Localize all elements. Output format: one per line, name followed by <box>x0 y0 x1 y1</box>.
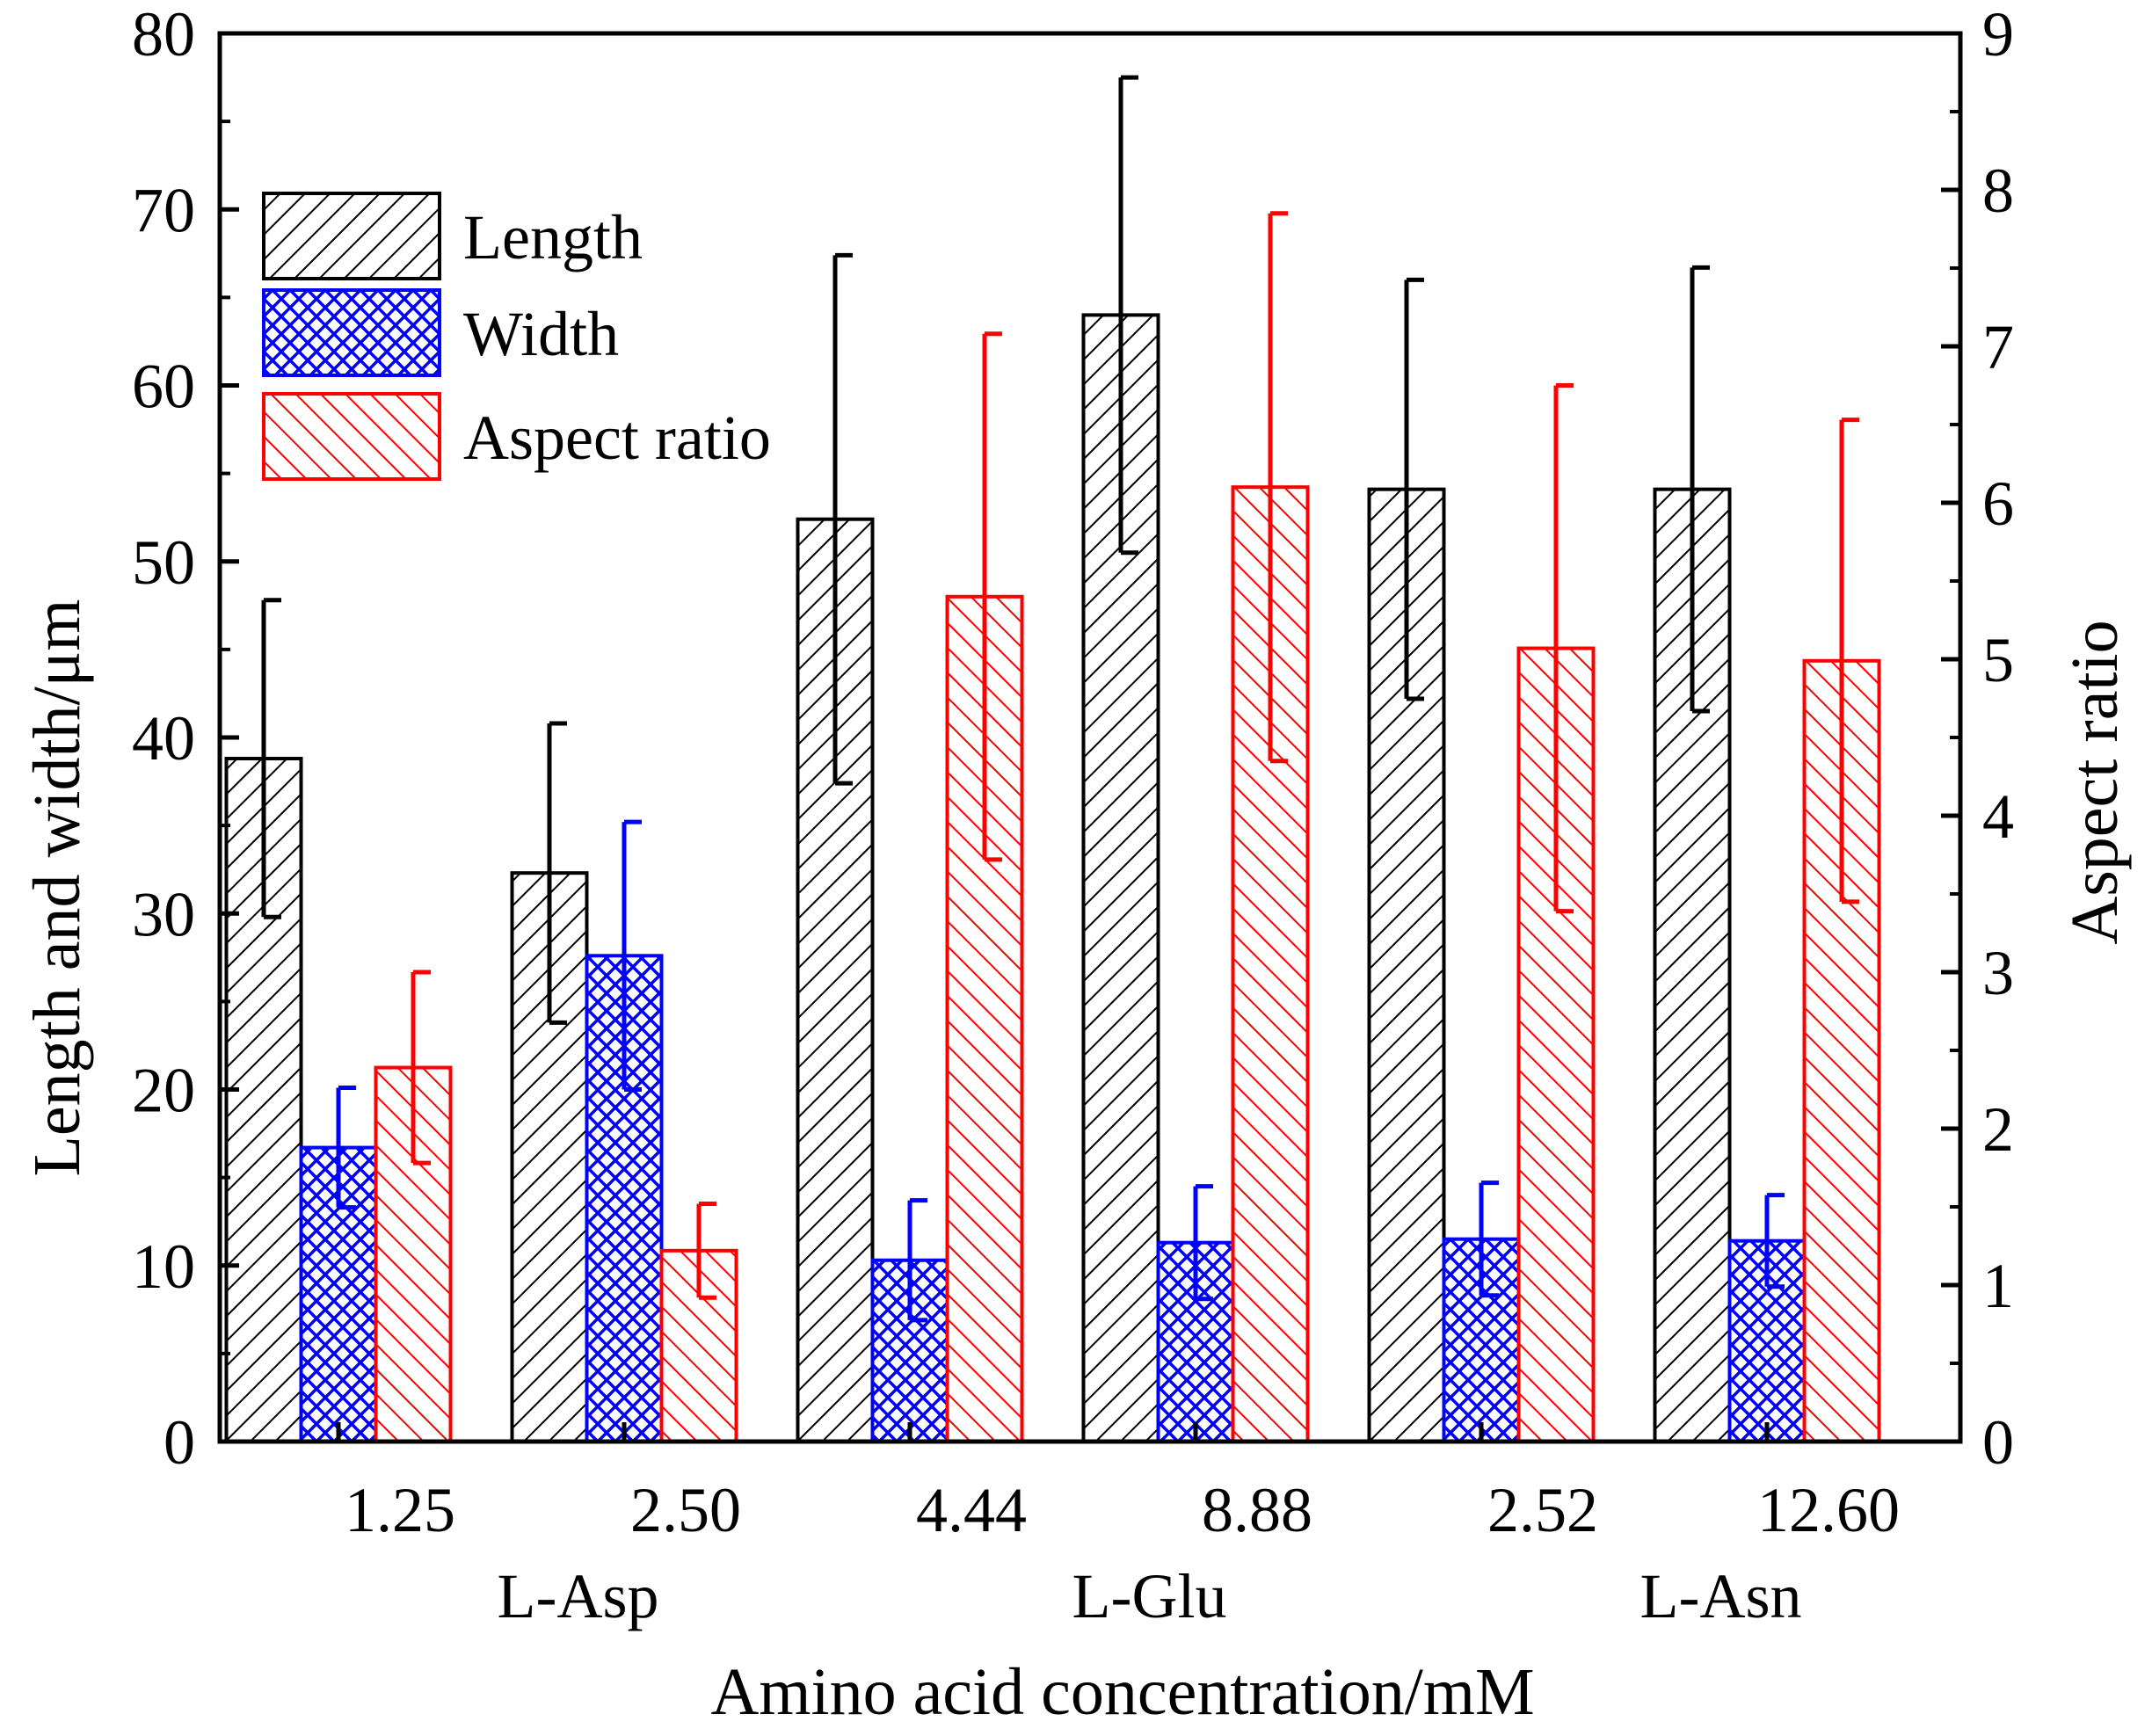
y-tick-label: 0 <box>164 1407 195 1478</box>
x-tick-label: 4.44 <box>916 1475 1027 1545</box>
y2-tick-label: 7 <box>1982 312 2014 382</box>
y-tick-label: 40 <box>132 703 195 774</box>
y-tick-label: 20 <box>132 1056 195 1126</box>
group-label: L-Asp <box>498 1561 659 1631</box>
x-tick-label: 12.60 <box>1757 1475 1900 1545</box>
x-tick-label: 2.50 <box>630 1475 741 1545</box>
y2-tick-label: 0 <box>1982 1407 2014 1478</box>
legend-label-aspect-ratio: Aspect ratio <box>463 403 771 473</box>
y2-tick-label: 9 <box>1982 0 2014 69</box>
legend-swatch-length <box>262 192 441 280</box>
y-tick-label: 60 <box>132 352 195 422</box>
y2-tick-label: 8 <box>1982 156 2014 226</box>
group-label: L-Glu <box>1072 1561 1227 1631</box>
y2-tick-label: 1 <box>1982 1251 2014 1321</box>
x-tick-label: 2.52 <box>1487 1475 1598 1545</box>
axes: 0 10 20 30 40 50 60 70 80 0 1 2 3 4 5 6 7 8 9 1.25 2.50 4.44 8… <box>132 0 2014 1631</box>
y2-axis-title: Aspect ratio <box>2058 620 2132 944</box>
x-tick-label: 8.88 <box>1202 1475 1312 1545</box>
group-label: L-Asn <box>1640 1561 1802 1631</box>
x-tick-label: 1.25 <box>345 1475 455 1545</box>
y-axis-title: Length and width/μm <box>20 599 94 1176</box>
y2-tick-label: 5 <box>1982 625 2014 695</box>
bars <box>224 313 1881 1444</box>
y-tick-label: 80 <box>132 0 195 69</box>
y2-tick-label: 4 <box>1982 781 2014 852</box>
x-axis-title: Amino acid concentration/mM <box>710 1655 1534 1729</box>
legend-label-width: Width <box>463 299 619 369</box>
y2-tick-label: 2 <box>1982 1094 2014 1165</box>
y2-tick-label: 3 <box>1982 938 2014 1008</box>
legend: Length Width Aspect ratio <box>262 192 771 481</box>
y2-tick-label: 6 <box>1982 469 2014 539</box>
error-bars <box>261 75 1859 1323</box>
legend-label-length: Length <box>463 202 643 272</box>
legend-swatch-width <box>262 288 441 377</box>
y-tick-label: 10 <box>132 1231 195 1302</box>
y-tick-label: 30 <box>132 879 195 949</box>
y-tick-label: 50 <box>132 527 195 598</box>
y-tick-label: 70 <box>132 175 195 245</box>
legend-swatch-aspect-ratio <box>262 392 441 481</box>
bar-width <box>1727 1238 1807 1443</box>
